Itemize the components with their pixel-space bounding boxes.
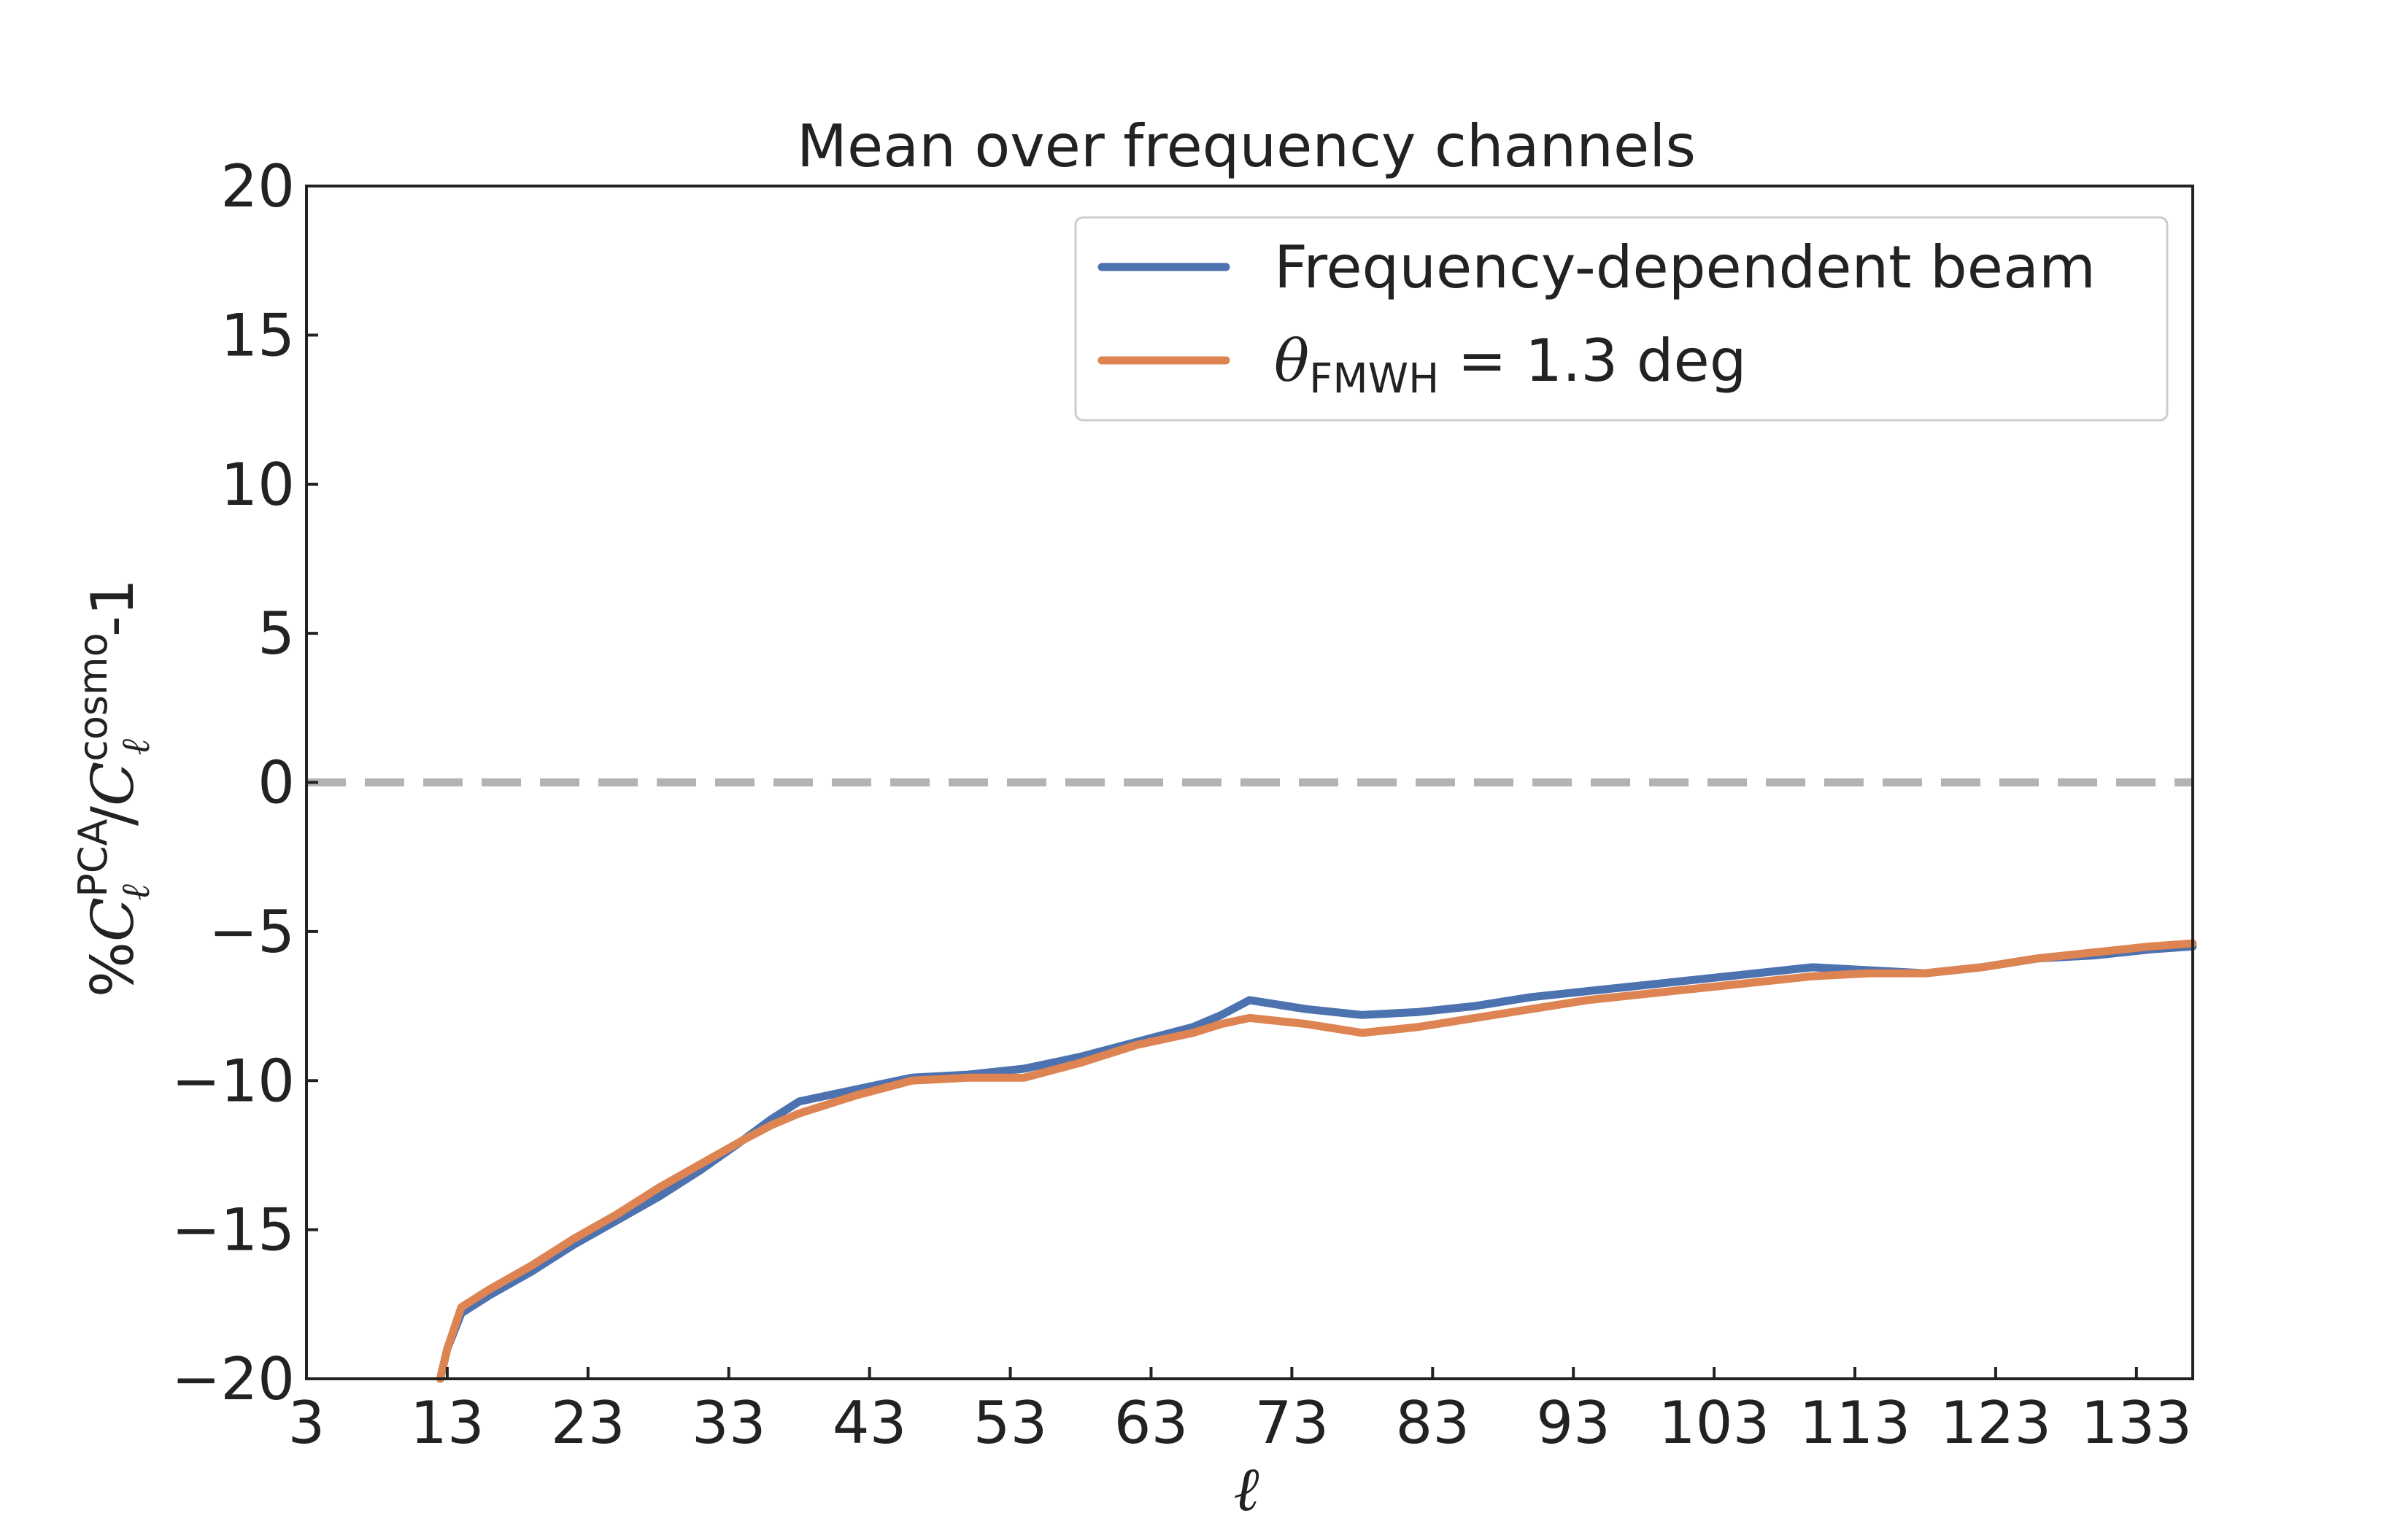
y-tick-label: −15 xyxy=(171,1196,295,1264)
x-tick-label: 133 xyxy=(2080,1389,2192,1457)
y-label-sup-den: cosmo xyxy=(70,632,116,762)
x-tick-label: 13 xyxy=(410,1389,485,1457)
legend-label-frequency-dependent-beam: Frequency-dependent beam xyxy=(1274,233,2096,301)
x-tick-label: 113 xyxy=(1799,1389,1911,1457)
legend-box xyxy=(1074,216,2169,422)
y-label-sub: ℓ xyxy=(112,884,158,901)
x-tick-label: 73 xyxy=(1254,1389,1329,1457)
y-tick-label: 5 xyxy=(258,600,295,668)
y-label-symbol-2: C xyxy=(79,762,147,806)
plot-area: 3 13 23 33 43 53 63 73 83 93 103 113 123 133 20 15 10 5 0… xyxy=(171,152,2197,1457)
series-layer xyxy=(436,939,2197,1383)
x-tick-label: 23 xyxy=(551,1389,625,1457)
svg-text:%CPCAℓ/Ccosmoℓ-1: %CPCAℓ/Ccosmoℓ-1 xyxy=(70,579,158,997)
x-tick-label: 63 xyxy=(1114,1389,1189,1457)
y-tick-label: 0 xyxy=(258,749,295,817)
y-tick-label: 15 xyxy=(220,301,295,369)
x-tick-label: 83 xyxy=(1395,1389,1470,1457)
x-axis-ticks: 3 13 23 33 43 53 63 73 83 93 103 113 123 133 xyxy=(288,1367,2192,1457)
y-tick-label: 20 xyxy=(220,152,295,220)
x-tick-label: 3 xyxy=(288,1389,325,1457)
y-label-prefix: % xyxy=(79,942,147,997)
y-axis-label: %CPCAℓ/Ccosmoℓ-1 xyxy=(70,579,158,997)
x-tick-label: 123 xyxy=(1940,1389,2052,1457)
y-axis-ticks: 20 15 10 5 0 −5 −10 −15 −20 xyxy=(171,152,318,1413)
y-tick-label: −20 xyxy=(171,1345,295,1413)
legend-label-theta-fmwh: θFMWH = 1.3 deg xyxy=(1274,327,1747,403)
x-tick-label: 103 xyxy=(1659,1389,1770,1457)
x-tick-label: 53 xyxy=(973,1389,1048,1457)
x-tick-label: 33 xyxy=(692,1389,766,1457)
y-label-symbol: C xyxy=(79,897,147,942)
x-tick-label: 93 xyxy=(1536,1389,1610,1457)
y-tick-label: 10 xyxy=(220,451,295,519)
y-label-suffix: -1 xyxy=(79,579,147,637)
y-label-sup-num: PCA xyxy=(70,819,116,897)
y-tick-label: −10 xyxy=(171,1047,295,1115)
chart-title: Mean over frequency channels xyxy=(797,112,1696,180)
y-label-sub-2: ℓ xyxy=(112,738,158,755)
legend: Frequency-dependent beam θFMWH = 1.3 deg xyxy=(1074,216,2169,422)
y-tick-label: −5 xyxy=(209,898,295,966)
x-axis-label: ℓ xyxy=(1234,1453,1259,1525)
x-tick-label: 43 xyxy=(833,1389,907,1457)
series-line-1 xyxy=(436,939,2197,1383)
